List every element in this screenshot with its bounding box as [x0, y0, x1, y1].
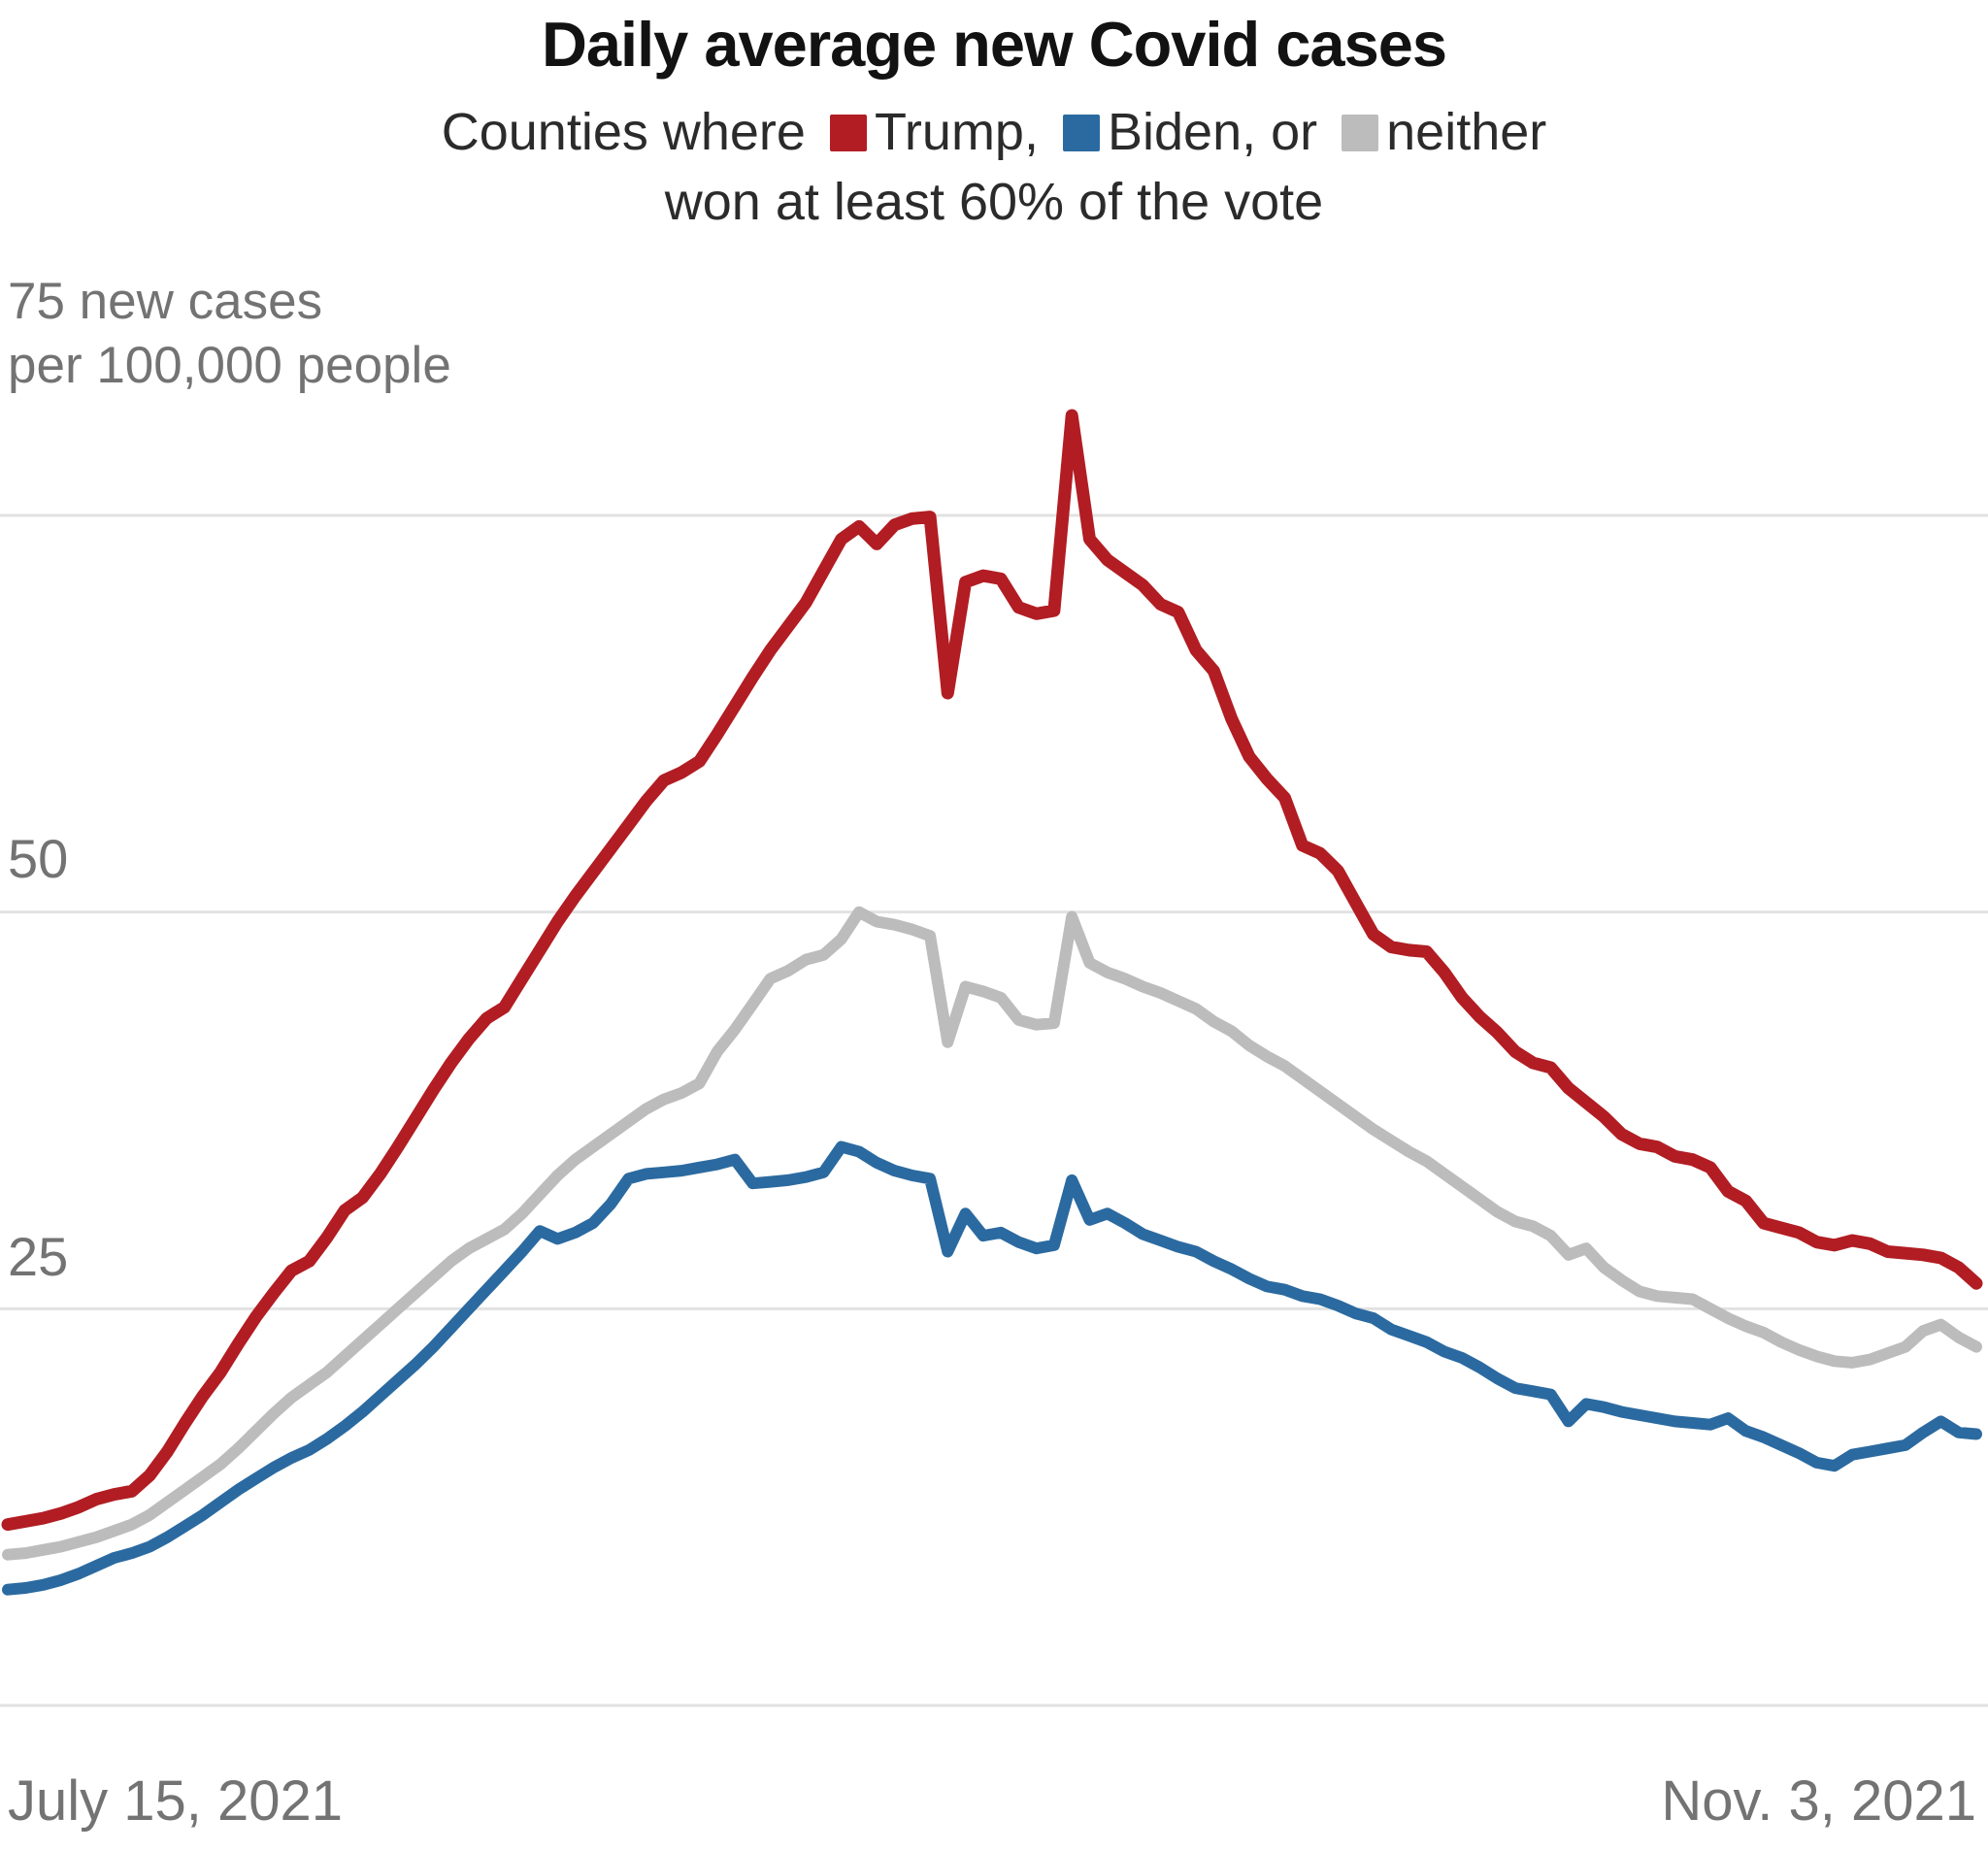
chart-title: Daily average new Covid cases [541, 9, 1447, 80]
legend-label-biden: Biden, or [1107, 103, 1318, 161]
legend-label-trump: Trump, [874, 103, 1039, 161]
y-axis-top-label: 75 new cases per 100,000 people [8, 270, 451, 398]
subtitle-prefix: Counties where [441, 103, 806, 161]
chart-subtitle: Counties where Trump, Biden, or neither … [0, 97, 1988, 237]
y-axis-top-label-line1: 75 new cases [8, 273, 323, 330]
y-tick-25: 25 [8, 1226, 69, 1287]
legend-swatch-biden [1062, 115, 1100, 151]
legend-swatch-trump [829, 115, 867, 151]
gridlines [0, 513, 1988, 1707]
series-lines [1, 409, 1983, 1596]
series-line-biden [2, 1140, 1982, 1596]
x-axis-end-label: Nov. 3, 2021 [1661, 1769, 1976, 1833]
subtitle-line-2: won at least 60% of the vote [664, 173, 1324, 231]
y-tick-50: 50 [8, 828, 69, 889]
series-line-neither [2, 906, 1982, 1561]
series-line-trump [1, 409, 1983, 1532]
y-axis-top-label-line2: per 100,000 people [8, 337, 451, 394]
subtitle-line-1: Counties where Trump, Biden, or neither [0, 97, 1988, 167]
legend-swatch-neither [1342, 115, 1379, 151]
legend-label-neither: neither [1386, 103, 1547, 161]
x-axis-start-label: July 15, 2021 [8, 1769, 344, 1833]
